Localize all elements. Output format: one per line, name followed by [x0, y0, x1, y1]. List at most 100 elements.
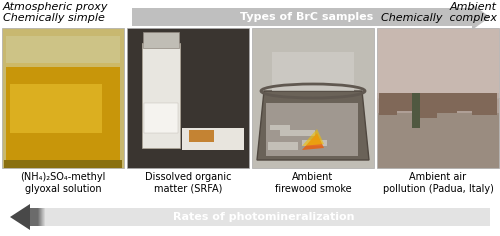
Bar [46, 208, 490, 226]
Bar [4, 160, 122, 168]
Bar [38, 208, 69, 226]
Bar [6, 63, 120, 164]
Bar [44, 208, 366, 226]
Bar [268, 142, 298, 150]
Bar [412, 93, 420, 128]
Bar [39, 208, 92, 226]
Text: Ambient: Ambient [450, 2, 497, 12]
Polygon shape [302, 129, 324, 146]
Bar [270, 125, 290, 130]
Polygon shape [257, 91, 369, 160]
Bar [45, 208, 467, 226]
Text: Dissolved organic
matter (SRFA): Dissolved organic matter (SRFA) [145, 172, 231, 194]
Polygon shape [132, 4, 490, 30]
Bar [42, 208, 318, 226]
Bar [42, 208, 264, 226]
Bar [40, 208, 162, 226]
Bar [417, 93, 437, 118]
Bar [38, 208, 61, 226]
Bar [40, 208, 194, 226]
Bar [40, 208, 186, 226]
Bar [44, 208, 397, 226]
Bar [44, 208, 444, 226]
Bar [40, 208, 123, 226]
Text: (NH₄)₂SO₄-methyl
glyoxal solution: (NH₄)₂SO₄-methyl glyoxal solution [20, 172, 105, 194]
Bar [127, 28, 249, 168]
Text: Ambient
firewood smoke: Ambient firewood smoke [274, 172, 351, 194]
Bar [266, 103, 358, 156]
Bar [40, 208, 147, 226]
Bar [379, 93, 397, 115]
Bar [395, 93, 420, 111]
Bar [40, 208, 132, 226]
Bar [272, 52, 354, 91]
Bar [39, 208, 108, 226]
Bar [42, 208, 311, 226]
Bar [44, 208, 389, 226]
Text: Types of BrC samples: Types of BrC samples [240, 12, 373, 22]
Bar [45, 208, 459, 226]
Bar [252, 28, 374, 168]
Bar [41, 208, 225, 226]
Polygon shape [10, 204, 30, 230]
Bar [45, 208, 474, 226]
Text: Atmospheric proxy: Atmospheric proxy [3, 2, 108, 12]
Bar [40, 208, 155, 226]
Text: Rates of photomineralization: Rates of photomineralization [174, 212, 355, 222]
Bar [43, 208, 334, 226]
Text: Chemically  complex: Chemically complex [381, 13, 497, 23]
Text: Ambient air
pollution (Padua, Italy): Ambient air pollution (Padua, Italy) [382, 172, 494, 194]
Bar [41, 208, 233, 226]
Bar [142, 43, 180, 148]
Text: Chemically simple: Chemically simple [3, 13, 105, 23]
Bar [377, 28, 499, 98]
Polygon shape [302, 133, 324, 150]
Bar [30, 208, 38, 226]
Bar [40, 208, 139, 226]
Bar [182, 128, 244, 150]
Bar [42, 208, 303, 226]
Bar [302, 140, 327, 146]
Bar [39, 208, 116, 226]
Bar [280, 130, 315, 136]
Bar [42, 208, 280, 226]
Bar [44, 208, 358, 226]
Bar [42, 208, 248, 226]
Bar [44, 208, 420, 226]
Bar [44, 208, 405, 226]
Bar [40, 208, 178, 226]
Bar [189, 130, 214, 142]
Bar [46, 208, 482, 226]
Bar [143, 32, 179, 48]
Bar [40, 208, 202, 226]
Bar [42, 208, 327, 226]
Bar [41, 208, 217, 226]
Bar [44, 208, 381, 226]
Bar [39, 208, 100, 226]
Bar [6, 36, 120, 67]
Bar [38, 208, 54, 226]
Bar [38, 208, 84, 226]
Bar [44, 208, 412, 226]
Bar [38, 208, 77, 226]
Bar [38, 208, 46, 226]
Bar [42, 208, 288, 226]
Bar [42, 208, 240, 226]
Bar [377, 98, 499, 168]
Bar [2, 28, 124, 168]
Bar [43, 208, 350, 226]
Bar [144, 103, 178, 133]
Bar [43, 208, 342, 226]
Bar [45, 208, 451, 226]
Bar [44, 208, 436, 226]
Bar [472, 93, 497, 115]
Bar [377, 93, 499, 113]
Bar [44, 208, 428, 226]
Bar [455, 93, 475, 111]
Bar [42, 208, 272, 226]
Bar [10, 84, 102, 133]
Bar [44, 208, 373, 226]
Bar [42, 208, 295, 226]
Bar [435, 93, 457, 113]
Bar [41, 208, 209, 226]
